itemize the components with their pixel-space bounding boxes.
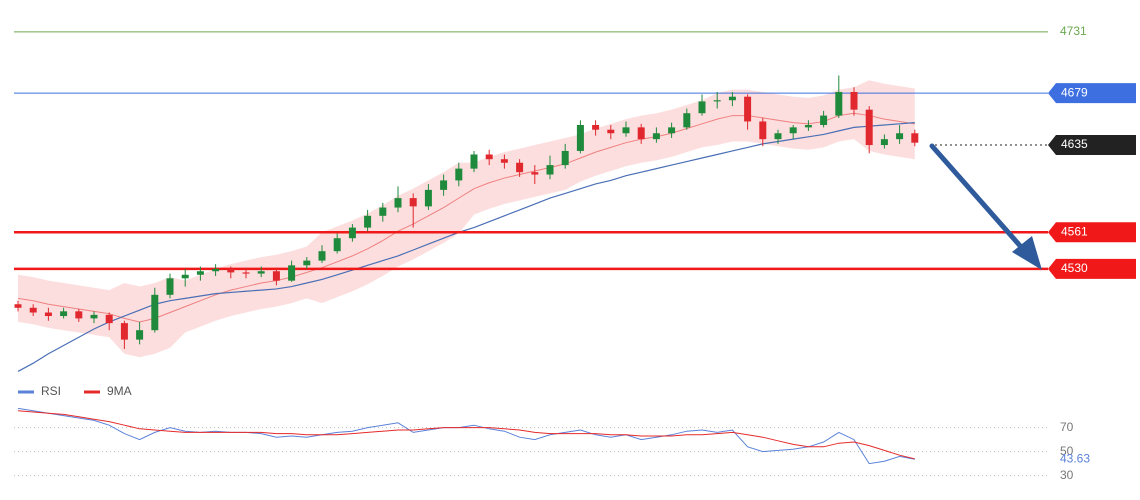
candle-body [744, 96, 752, 122]
candle-body [288, 265, 296, 281]
candle-body [181, 274, 189, 279]
candle-body [896, 133, 904, 140]
candle-body [120, 323, 128, 340]
rsi-layer: 30 50 70 RSI 9MA 43.63 [14, 384, 1090, 482]
candle-body [774, 133, 782, 140]
rsi-tick-label: 50 [1060, 444, 1074, 458]
candle-body [242, 272, 250, 274]
candle-body [409, 198, 417, 207]
candle-body [455, 168, 463, 181]
candle-body [546, 165, 554, 175]
candle-body [531, 172, 539, 175]
candle-layer [14, 75, 919, 350]
candle-body [318, 251, 326, 261]
candle-body [607, 129, 615, 134]
candle-body [348, 227, 356, 239]
candle-body [911, 133, 919, 143]
candle-body [850, 91, 858, 110]
candle-body [668, 127, 676, 134]
level-label: 4530 [1061, 261, 1088, 275]
rsi-tick-label: 70 [1060, 420, 1074, 434]
candle-body [440, 180, 448, 190]
candle-body [804, 125, 812, 128]
level-label: 4731 [1060, 24, 1087, 38]
candle-body [44, 312, 52, 317]
level-label: 4679 [1061, 85, 1088, 99]
candle-body [561, 150, 569, 166]
level-label-box [1048, 222, 1136, 243]
candle-body [652, 133, 660, 140]
candle-body [90, 314, 98, 319]
candle-body [516, 162, 524, 173]
candle-body [394, 198, 402, 208]
bollinger-band [18, 80, 915, 358]
level-label: 4561 [1061, 224, 1088, 238]
level-label: 4635 [1061, 137, 1088, 151]
level-label-box [1048, 135, 1136, 156]
candle-body [136, 330, 144, 340]
candle-body [713, 100, 721, 102]
candle-body [257, 271, 265, 274]
candle-body [820, 115, 828, 125]
legend-label: RSI [41, 384, 61, 398]
candle-body [728, 96, 736, 101]
candle-body [212, 268, 220, 272]
candle-body [759, 121, 767, 140]
level-layer: 4731 4679 4635 4561 4530 [14, 24, 1136, 279]
candle-body [592, 125, 600, 130]
candle-body [14, 304, 22, 308]
forecast-arrowhead [1012, 236, 1042, 270]
moving-average-line [17, 122, 915, 372]
forecast-arrow [929, 143, 1025, 251]
candle-body [683, 113, 691, 128]
level-label-box [1048, 258, 1136, 279]
line-layer [17, 112, 915, 372]
candle-body [835, 91, 843, 116]
candle-body [272, 271, 280, 281]
level-label-box [1048, 83, 1136, 104]
candle-body [166, 278, 174, 295]
candle-body [500, 159, 508, 163]
candle-body [151, 294, 159, 331]
candle-body [576, 125, 584, 151]
candle-body [424, 189, 432, 207]
candle-body [60, 311, 68, 317]
rsi-value-label: 43.63 [1060, 451, 1090, 465]
rsi-line [17, 407, 915, 465]
candle-body [29, 307, 37, 313]
candle-body [637, 127, 645, 140]
band-middle-line [17, 112, 915, 323]
candle-body [622, 127, 630, 134]
candle-body [333, 238, 341, 252]
rsi-tick-label: 30 [1060, 468, 1074, 482]
candle-body [227, 268, 235, 273]
band-layer [18, 80, 915, 358]
candle-body [105, 314, 113, 324]
candle-body [698, 101, 706, 114]
candle-body [880, 139, 888, 146]
candle-body [379, 207, 387, 216]
candle-body [364, 215, 372, 228]
candle-body [865, 109, 873, 146]
candle-body [789, 127, 797, 134]
candle-body [303, 260, 311, 266]
candle-body [485, 154, 493, 160]
legend-label: 9MA [107, 384, 132, 398]
candle-body [75, 311, 83, 319]
rsi-line [17, 410, 915, 460]
candle-body [470, 154, 478, 169]
candle-body [196, 271, 204, 275]
